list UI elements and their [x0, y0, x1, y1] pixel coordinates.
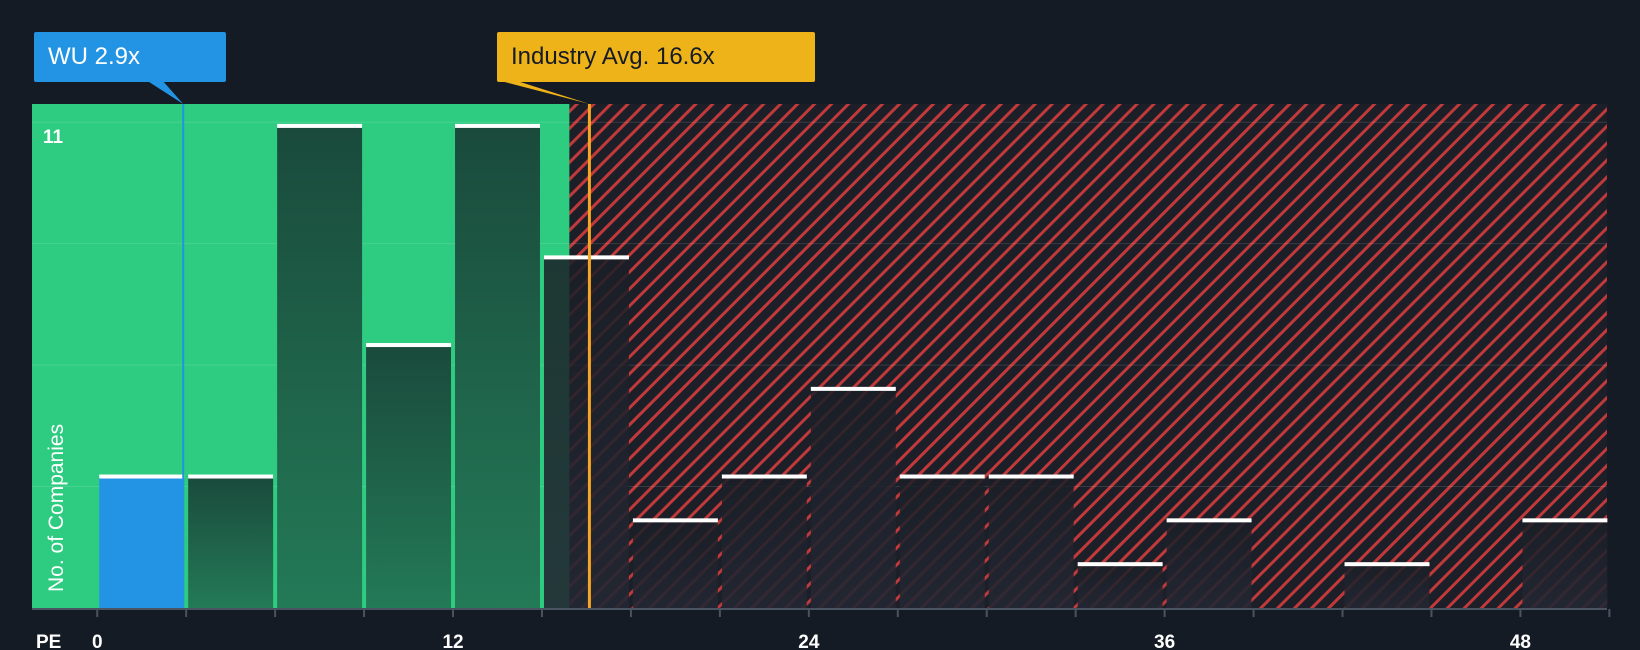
histogram-bar [988, 476, 1074, 608]
histogram-bar [277, 125, 363, 609]
bar-top-cap [632, 518, 718, 523]
histogram-bar [1166, 520, 1252, 608]
x-axis-ticks: 01224364860+ [92, 609, 1611, 650]
bar-top-cap [1166, 518, 1252, 523]
histogram-bar [1077, 564, 1163, 608]
bar-top-cap [1522, 518, 1608, 523]
histogram-bar [455, 125, 540, 609]
company-callout-pointer [146, 80, 184, 104]
histogram-bars [99, 123, 1608, 609]
bar-top-cap [366, 343, 452, 348]
bar-top-cap [188, 474, 274, 479]
industry-callout-pointer [497, 80, 590, 104]
bar-top-cap [455, 123, 540, 128]
histogram-bar [810, 388, 896, 608]
bar-top-cap [721, 474, 807, 479]
company-bar [99, 476, 185, 608]
histogram-bar [632, 520, 718, 608]
bar-top-cap [99, 474, 185, 479]
bar-top-cap [1344, 562, 1430, 567]
bar-top-cap [899, 474, 985, 479]
histogram-bar [188, 476, 274, 608]
histogram-bar [366, 345, 452, 608]
histogram-bar [1522, 520, 1608, 608]
x-tick-label: 0 [92, 632, 103, 650]
x-tick-label: 48 [1510, 632, 1531, 650]
histogram-bar [1344, 564, 1430, 608]
y-tick-label: 11 [43, 127, 64, 148]
bar-top-cap [1077, 562, 1163, 567]
y-axis-title: No. of Companies [45, 424, 68, 592]
bar-top-cap [988, 474, 1074, 479]
x-tick-label: 36 [1154, 632, 1175, 650]
company-pe-callout: WU 2.9x [34, 32, 226, 82]
x-axis-title: PE [36, 632, 61, 650]
histogram-bar [899, 476, 985, 608]
histogram-bar [543, 257, 629, 608]
industry-average-callout: Industry Avg. 16.6x [497, 32, 815, 82]
x-tick-label: 24 [798, 632, 820, 650]
bar-top-cap [543, 255, 629, 260]
bar-top-cap [810, 386, 896, 391]
x-tick-label: 12 [442, 632, 463, 650]
bar-top-cap [277, 123, 363, 128]
histogram-bar [721, 476, 807, 608]
